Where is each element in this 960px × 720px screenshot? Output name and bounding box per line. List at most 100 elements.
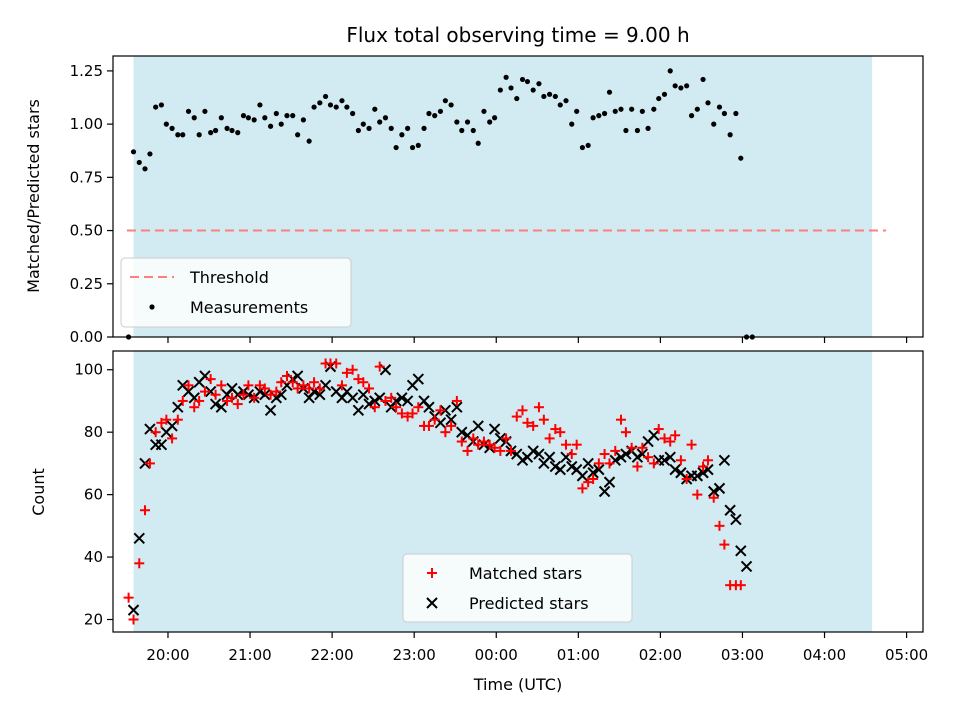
matched-star-point bbox=[172, 414, 183, 425]
measurement-point bbox=[629, 106, 635, 112]
matched-star-point bbox=[358, 377, 369, 388]
measurement-point bbox=[733, 110, 739, 117]
matched-star-point bbox=[423, 420, 434, 431]
measurement-point bbox=[634, 127, 641, 134]
measurement-point bbox=[147, 151, 153, 157]
matched-star-point bbox=[708, 492, 719, 503]
measurement-point bbox=[393, 144, 399, 151]
matched-star-point bbox=[435, 405, 446, 416]
measurement-point bbox=[245, 115, 252, 121]
measurement-point bbox=[377, 119, 383, 125]
measurement-point bbox=[497, 87, 503, 93]
predicted-star-point bbox=[527, 445, 539, 457]
measurement-point bbox=[487, 119, 493, 125]
measurement-point bbox=[684, 83, 690, 89]
matched-star-point bbox=[369, 402, 380, 413]
bottom-x-axis: 20:00 21:00 22:00 23:00 00:00 01:00 02:00 03:00… bbox=[146, 632, 928, 664]
measurement-point bbox=[514, 95, 520, 102]
predicted-star-point bbox=[713, 482, 726, 495]
matched-star-point bbox=[665, 436, 676, 447]
measurement-point bbox=[454, 119, 460, 125]
matched-star-point bbox=[604, 458, 615, 469]
matched-star-point bbox=[140, 505, 151, 516]
matched-star-point bbox=[588, 474, 599, 485]
measurement-point bbox=[355, 127, 361, 134]
measurement-point bbox=[333, 104, 339, 110]
matched-star-point bbox=[276, 377, 287, 388]
measurement-point bbox=[290, 113, 296, 119]
predicted-star-point bbox=[445, 413, 457, 426]
bottom-x-tick-label: 01:00 bbox=[557, 646, 600, 664]
measurement-point bbox=[492, 115, 498, 121]
measurement-point bbox=[721, 110, 727, 117]
measurement-point bbox=[475, 140, 481, 146]
top-plot-frame bbox=[112, 55, 924, 338]
matched-star-point bbox=[522, 417, 533, 428]
measurement-point bbox=[339, 98, 345, 104]
bottom-x-tick-label: 22:00 bbox=[311, 646, 354, 664]
bottom-y-axis: 20 40 60 80 100 bbox=[74, 361, 113, 629]
predicted-star-point bbox=[735, 545, 747, 557]
measurement-point bbox=[470, 127, 476, 134]
matched-star-point bbox=[292, 383, 303, 394]
top-y-tick-label: 0.75 bbox=[70, 168, 103, 186]
measurement-point bbox=[344, 104, 350, 110]
matched-star-point bbox=[468, 433, 479, 444]
predicted-star-point bbox=[587, 467, 599, 479]
matched-star-point bbox=[150, 427, 161, 438]
measurement-point bbox=[267, 123, 274, 129]
measurement-point bbox=[618, 106, 624, 112]
measurement-point bbox=[257, 102, 263, 108]
matched-star-point bbox=[194, 395, 205, 406]
measurement-point bbox=[169, 125, 175, 131]
matched-star-point bbox=[653, 424, 664, 435]
measurement-point bbox=[448, 102, 454, 108]
top-y-tick-label: 1.00 bbox=[70, 115, 103, 133]
matched-star-point bbox=[599, 449, 610, 460]
matched-star-point bbox=[610, 445, 621, 456]
predicted-star-point bbox=[664, 451, 676, 463]
matched-star-point bbox=[446, 420, 457, 431]
bottom-legend[interactable]: Matched stars Predicted stars bbox=[402, 553, 633, 623]
predicted-star-point bbox=[730, 513, 742, 526]
predicted-star-point bbox=[133, 532, 145, 545]
predicted-star-point bbox=[215, 401, 228, 413]
top-y-axis-label: Matched/Predicted stars bbox=[24, 99, 43, 293]
matched-star-point bbox=[226, 392, 237, 403]
measurement-point bbox=[382, 115, 389, 121]
matched-star-point bbox=[686, 439, 697, 450]
top-y-tick-label: 0.25 bbox=[70, 275, 103, 293]
matched-star-point bbox=[577, 483, 588, 494]
measurement-point bbox=[464, 119, 471, 125]
top-y-axis: 0.00 0.25 0.50 0.75 1.00 1.25 bbox=[70, 62, 113, 346]
matched-star-point bbox=[199, 386, 210, 397]
matched-star-point bbox=[511, 411, 522, 422]
measurement-point bbox=[672, 83, 678, 89]
measurement-point bbox=[208, 130, 214, 136]
measurement-point bbox=[350, 110, 356, 117]
bottom-y-tick-label: 60 bbox=[84, 486, 103, 504]
predicted-star-point bbox=[576, 470, 589, 482]
matched-star-point bbox=[144, 458, 155, 469]
measurement-point bbox=[667, 68, 673, 74]
top-y-tick-label: 0.00 bbox=[70, 328, 103, 346]
matched-star-point bbox=[637, 442, 648, 453]
matched-stars-points bbox=[123, 358, 746, 625]
measurement-point bbox=[727, 132, 733, 138]
matched-star-point bbox=[462, 445, 473, 456]
matched-star-point bbox=[719, 539, 730, 550]
measurement-point bbox=[212, 127, 219, 134]
matched-star-point bbox=[615, 414, 626, 425]
predicted-star-point bbox=[724, 504, 736, 516]
measurement-point bbox=[415, 142, 421, 149]
measurement-point bbox=[229, 127, 235, 134]
matched-star-point bbox=[205, 374, 216, 385]
top-legend[interactable]: Threshold Measurements bbox=[120, 257, 352, 328]
measurement-point bbox=[224, 125, 230, 131]
predicted-star-point bbox=[314, 389, 326, 401]
matched-star-point bbox=[670, 430, 681, 441]
measurement-point bbox=[251, 117, 257, 123]
matched-star-point bbox=[440, 427, 451, 438]
measurement-point bbox=[596, 113, 602, 119]
measurement-point bbox=[585, 142, 591, 149]
